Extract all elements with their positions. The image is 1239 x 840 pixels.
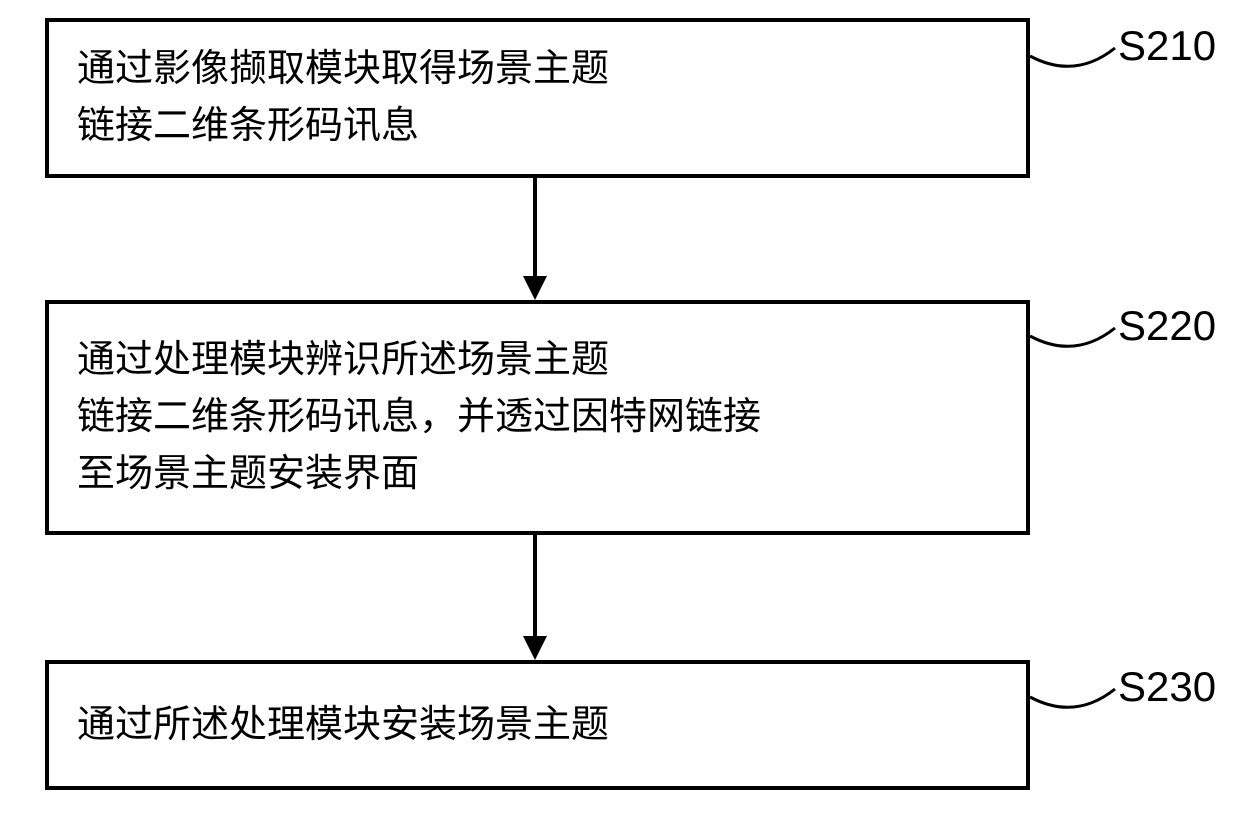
connector-s220: [1025, 300, 1125, 370]
flow-box-s230: 通过所述处理模块安装场景主题: [45, 660, 1030, 790]
arrow-s220-to-s230: [520, 535, 550, 663]
arrow-s210-to-s220: [520, 178, 550, 303]
flow-box-s210-text: 通过影像撷取模块取得场景主题 链接二维条形码讯息: [77, 41, 998, 155]
connector-s230: [1025, 661, 1125, 731]
flow-box-s220: 通过处理模块辨识所述场景主题 链接二维条形码讯息，并透过因特网链接 至场景主题安…: [45, 300, 1030, 535]
flow-box-s220-text: 通过处理模块辨识所述场景主题 链接二维条形码讯息，并透过因特网链接 至场景主题安…: [77, 332, 998, 503]
flow-box-s230-text: 通过所述处理模块安装场景主题: [77, 697, 998, 754]
connector-s210: [1025, 20, 1125, 90]
step-label-s210: S210: [1118, 22, 1216, 70]
flow-box-s210: 通过影像撷取模块取得场景主题 链接二维条形码讯息: [45, 18, 1030, 178]
step-label-s230: S230: [1118, 663, 1216, 711]
step-label-s220: S220: [1118, 302, 1216, 350]
